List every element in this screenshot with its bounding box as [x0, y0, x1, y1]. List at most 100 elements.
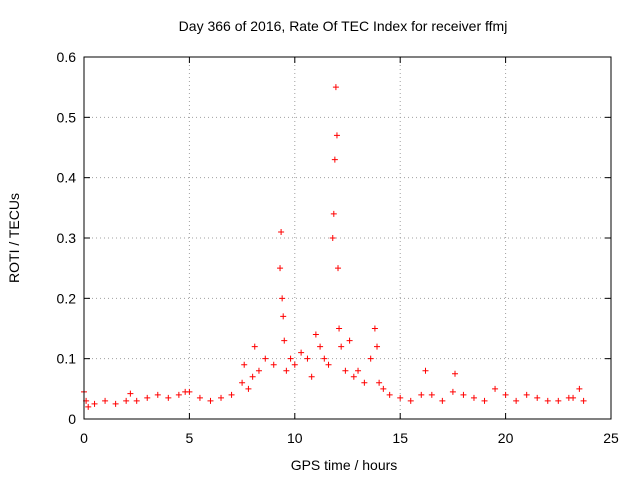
y-tick-label: 0.2: [57, 290, 77, 306]
points-layer: [81, 84, 587, 410]
data-point: [281, 337, 288, 344]
data-point: [287, 355, 294, 362]
y-tick-label: 0.4: [57, 170, 77, 186]
data-point: [144, 394, 151, 401]
y-tick-label: 0: [68, 411, 76, 427]
data-point: [376, 379, 383, 386]
data-point: [330, 210, 337, 217]
data-point: [112, 400, 119, 407]
data-point: [331, 156, 338, 163]
y-tick-label: 0.1: [57, 351, 77, 367]
data-point: [449, 388, 456, 395]
data-point: [335, 265, 342, 272]
data-point: [422, 367, 429, 374]
data-point: [154, 391, 161, 398]
data-point: [91, 400, 98, 407]
data-point: [249, 373, 256, 380]
data-point: [460, 391, 467, 398]
data-point: [291, 361, 298, 368]
x-tick-label: 0: [80, 430, 88, 446]
data-point: [255, 367, 262, 374]
data-point: [342, 367, 349, 374]
chart-title: Day 366 of 2016, Rate Of TEC Index for r…: [179, 18, 508, 34]
data-point: [304, 355, 311, 362]
data-point: [308, 373, 315, 380]
data-point: [278, 228, 285, 235]
plot-frame: [83, 56, 612, 420]
data-point: [407, 397, 414, 404]
x-tick-label: 20: [498, 430, 514, 446]
data-point: [127, 390, 134, 397]
data-point: [428, 391, 435, 398]
data-point: [570, 394, 577, 401]
data-point: [123, 397, 130, 404]
data-point: [371, 325, 378, 332]
data-point: [218, 394, 225, 401]
data-point: [321, 355, 328, 362]
data-point: [513, 397, 520, 404]
y-tick-label: 0.6: [57, 49, 77, 65]
x-axis-title: GPS time / hours: [291, 457, 398, 473]
data-point: [333, 132, 340, 139]
x-tick-label: 25: [603, 430, 619, 446]
data-point: [380, 385, 387, 392]
data-point: [85, 403, 92, 410]
data-point: [262, 355, 269, 362]
data-point: [241, 361, 248, 368]
data-point: [325, 361, 332, 368]
data-point: [133, 397, 140, 404]
data-point: [239, 379, 246, 386]
data-point: [555, 397, 562, 404]
y-axis-title: ROTI / TECUs: [6, 193, 22, 283]
data-point: [452, 370, 459, 377]
data-point: [367, 355, 374, 362]
y-tick-label: 0.3: [57, 230, 77, 246]
data-point: [245, 385, 252, 392]
data-point: [470, 394, 477, 401]
data-point: [251, 343, 258, 350]
data-point: [280, 313, 287, 320]
data-point: [336, 325, 343, 332]
data-point: [534, 394, 541, 401]
grid-layer: [84, 57, 611, 419]
data-point: [186, 388, 193, 395]
data-point: [439, 397, 446, 404]
data-point: [175, 391, 182, 398]
data-point: [386, 391, 393, 398]
data-point: [283, 367, 290, 374]
ticks-layer: 0 5 10 15 20 25 0 0.1 0.2 0.3 0.4 0.5 0.6: [57, 49, 619, 446]
data-point: [165, 394, 172, 401]
data-point: [279, 295, 286, 302]
x-tick-label: 5: [186, 430, 194, 446]
data-point: [332, 84, 339, 91]
data-point: [102, 397, 109, 404]
data-point: [312, 331, 319, 338]
data-point: [277, 265, 284, 272]
data-point: [338, 343, 345, 350]
y-tick-label: 0.5: [57, 109, 77, 125]
data-point: [346, 337, 353, 344]
data-point: [355, 367, 362, 374]
data-point: [397, 394, 404, 401]
data-point: [418, 391, 425, 398]
data-point: [492, 385, 499, 392]
data-point: [481, 397, 488, 404]
x-tick-label: 10: [287, 430, 303, 446]
x-tick-label: 15: [392, 430, 408, 446]
data-point: [580, 397, 587, 404]
data-point: [228, 391, 235, 398]
data-point: [502, 391, 509, 398]
data-point: [374, 343, 381, 350]
data-point: [317, 343, 324, 350]
data-point: [361, 379, 368, 386]
data-point: [329, 235, 336, 241]
data-point: [298, 349, 305, 356]
data-point: [544, 397, 551, 404]
data-point: [576, 385, 583, 392]
data-point: [196, 394, 203, 401]
data-point: [207, 397, 214, 404]
data-point: [523, 391, 530, 398]
data-point: [270, 361, 277, 368]
data-point: [350, 373, 357, 380]
